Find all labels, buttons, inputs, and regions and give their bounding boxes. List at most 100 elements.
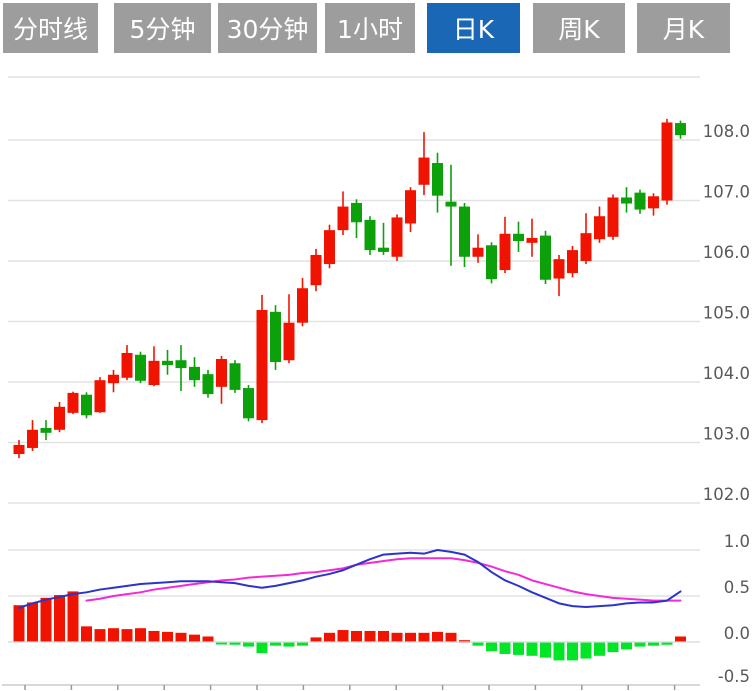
price-axis-label: 108.0 (703, 122, 750, 141)
candle-body (162, 360, 173, 366)
candle-body (108, 374, 119, 384)
macd-histogram-bar (256, 642, 268, 654)
macd-histogram-bar (337, 630, 349, 642)
price-axis-label: 106.0 (703, 243, 750, 262)
macd-histogram-bar (553, 642, 565, 661)
macd-histogram-bar (432, 631, 443, 642)
macd-histogram-bar (391, 632, 403, 642)
candle-body (27, 429, 38, 448)
candle-body (283, 322, 295, 361)
macd-histogram-bar (283, 642, 295, 647)
macd-histogram-bar (580, 642, 592, 659)
tab-日K-active[interactable]: 日K (427, 3, 520, 53)
candle-body (13, 444, 25, 454)
price-axis-label: 104.0 (703, 364, 750, 383)
candle-body (418, 157, 430, 185)
candle-body (621, 197, 632, 204)
candle-body (135, 354, 146, 381)
macd-histogram-bar (378, 630, 389, 642)
candle-body (310, 254, 322, 286)
macd-histogram-bar (54, 595, 65, 642)
candle-body (661, 122, 673, 201)
tab-1小时[interactable]: 1小时 (325, 3, 415, 53)
candle-body (459, 206, 470, 257)
price-axis-label: 103.0 (703, 425, 750, 444)
candle-body (526, 238, 538, 243)
candle-body (580, 233, 592, 261)
macd-histogram-bar (513, 642, 524, 655)
macd-histogram-bar (162, 631, 173, 642)
macd-histogram-bar (243, 642, 254, 647)
dif-line (18, 549, 682, 609)
macd-histogram-bar (486, 642, 497, 652)
macd-histogram-bar (67, 591, 79, 642)
macd-histogram-bar (567, 642, 578, 661)
macd-histogram-bar (661, 642, 673, 645)
candle-body (324, 230, 335, 265)
candle-body (405, 190, 416, 224)
macd-histogram-bar (324, 632, 335, 642)
macd-histogram-bar (351, 630, 362, 642)
macd-histogram-bar (297, 642, 308, 646)
candle-body (445, 201, 457, 207)
candle-body (256, 310, 268, 421)
tab-30分钟[interactable]: 30分钟 (218, 3, 317, 53)
macd-histogram-bar (108, 628, 119, 642)
macd-histogram-bar (405, 632, 416, 642)
macd-histogram-bar (175, 632, 187, 642)
macd-histogram-bar (13, 605, 25, 642)
candle-body (378, 247, 389, 252)
tab-5分钟[interactable]: 5分钟 (114, 3, 211, 53)
candle-body (607, 197, 619, 237)
macd-histogram-bar (675, 636, 686, 642)
macd-histogram-bar (472, 642, 484, 646)
candle-body (81, 394, 92, 416)
candle-body (94, 380, 106, 413)
candle-body (513, 233, 524, 242)
candle-body (351, 202, 362, 223)
macd-histogram-bar (418, 632, 430, 642)
tab-月K[interactable]: 月K (637, 3, 730, 53)
candle-body (391, 217, 403, 257)
candle-body (540, 235, 551, 280)
macd-axis-label: 0.0 (724, 624, 750, 643)
macd-histogram-bar (634, 642, 646, 647)
candle-body (364, 219, 376, 251)
macd-axis-label: 0.5 (724, 578, 750, 597)
candle-body (472, 247, 484, 257)
price-axis-label: 107.0 (703, 183, 750, 202)
candle-body (40, 427, 52, 433)
candle-body (486, 245, 497, 280)
macd-histogram-bar (81, 626, 92, 642)
candle-body (202, 374, 214, 395)
price-axis-label: 102.0 (703, 485, 750, 504)
macd-histogram-bar (121, 629, 133, 642)
macd-histogram-bar (135, 628, 146, 642)
candle-body (594, 216, 605, 240)
candle-body (148, 360, 160, 386)
candle-body (54, 406, 65, 430)
candle-body (121, 352, 133, 378)
macd-histogram-bar (499, 642, 511, 654)
tab-分时线[interactable]: 分时线 (3, 3, 98, 53)
candle-body (189, 366, 200, 381)
macd-histogram-bar (621, 642, 632, 650)
macd-histogram-bar (189, 634, 200, 642)
macd-histogram-bar (607, 642, 619, 653)
macd-histogram-bar (310, 637, 322, 642)
candle-body (675, 123, 686, 136)
tab-周K[interactable]: 周K (533, 3, 625, 53)
dea-line (85, 557, 682, 602)
macd-histogram-bar (526, 642, 538, 656)
candle-body (432, 162, 443, 196)
candle-body (297, 288, 308, 323)
interval-tabbar: 分时线 5分钟 30分钟 1小时 日K 周K 月K (0, 0, 754, 56)
macd-histogram-bar (445, 632, 457, 642)
macd-histogram-bar (648, 642, 659, 646)
candle-body (175, 360, 187, 369)
macd-histogram-bar (148, 630, 160, 642)
macd-histogram-bar (229, 642, 241, 645)
price-axis-label: 105.0 (703, 304, 750, 323)
